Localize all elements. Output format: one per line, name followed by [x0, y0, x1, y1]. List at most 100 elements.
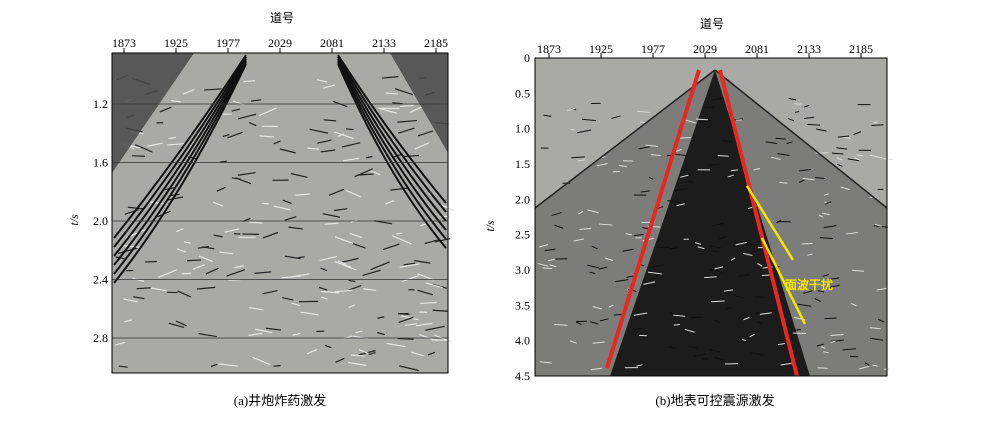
seismic-wavelet: [741, 338, 747, 342]
panel-a-x-tick-label: 1925: [164, 36, 188, 50]
seismic-wavelet: [605, 257, 614, 262]
panel-b-y-tick-label: 3.0: [515, 263, 530, 277]
panel-b-y-tick-label: 4.0: [515, 334, 530, 348]
seismic-wavelet: [685, 119, 696, 124]
seismic-wavelet: [615, 279, 629, 283]
seismic-wavelet: [168, 136, 177, 140]
seismic-wavelet: [853, 131, 862, 136]
panel-a-noise-left: [112, 53, 194, 173]
seismic-wavelet: [876, 287, 888, 291]
panel-a-svg: 道号 1873 1925 1977 2029 2081 2133 2185 1.2 1.6 2.…: [67, 11, 455, 374]
panel-a-first-break-right: [337, 63, 447, 249]
seismic-wavelet: [847, 158, 860, 162]
panel-b-x-title: 道号: [700, 17, 724, 31]
red-marker-line-right: [718, 69, 799, 377]
seismic-wavelet: [249, 221, 263, 224]
seismic-wavelet: [622, 248, 634, 252]
seismic-wavelet: [307, 147, 320, 150]
seismic-wavelet: [157, 269, 177, 279]
panel-a-first-break-left: [113, 59, 247, 266]
seismic-wavelet: [414, 260, 431, 264]
seismic-wavelet: [279, 148, 296, 154]
seismic-wavelet: [640, 190, 650, 193]
seismic-wavelet: [378, 107, 398, 114]
seismic-wavelet: [688, 345, 698, 349]
seismic-wavelet: [598, 266, 608, 270]
seismic-wavelet: [755, 312, 763, 315]
seismic-wavelet: [345, 128, 354, 131]
panel-b-y-tick-label: 1.0: [515, 122, 530, 136]
seismic-wavelet: [300, 311, 319, 316]
seismic-wavelet: [849, 355, 859, 358]
seismic-wavelet: [842, 348, 856, 351]
seismic-wavelet: [713, 356, 725, 361]
seismic-wavelet: [864, 362, 870, 366]
seismic-wavelet: [652, 264, 664, 268]
seismic-wavelet: [714, 319, 721, 324]
panel-a-x-tick-label: 2133: [372, 36, 396, 50]
seismic-wavelet: [417, 130, 434, 137]
seismic-wavelet: [318, 286, 328, 291]
surface-wave-annotation: 面波干扰: [785, 277, 833, 292]
panel-a-first-break-right: [337, 59, 447, 231]
seismic-wavelet: [830, 333, 844, 337]
seismic-wavelet: [612, 170, 620, 173]
seismic-wavelet: [414, 142, 430, 150]
seismic-wavelet: [571, 156, 585, 159]
seismic-wavelet: [345, 189, 361, 198]
seismic-wavelet: [802, 177, 815, 181]
seismic-wavelet: [417, 289, 434, 296]
seismic-wavelet: [587, 209, 599, 214]
panel-a-y-tick-label: 1.6: [93, 156, 108, 170]
seismic-wavelet: [284, 216, 297, 221]
seismic-wavelet: [749, 333, 755, 338]
seismic-wavelet: [168, 322, 185, 329]
panel-a-first-break-left: [113, 63, 247, 284]
seismic-wavelet: [537, 263, 549, 267]
seismic-wavelet: [611, 115, 621, 119]
seismic-wavelet: [823, 351, 829, 354]
seismic-wavelet: [205, 267, 219, 275]
seismic-wavelet: [198, 255, 213, 263]
seismic-wavelet: [730, 257, 736, 261]
seismic-wavelet: [231, 177, 241, 180]
panel-b-frame: [534, 57, 888, 377]
seismic-wavelet: [250, 99, 262, 102]
seismic-wavelet: [759, 312, 772, 315]
seismic-wavelet: [825, 201, 832, 205]
panel-a-seismic-section: [111, 52, 455, 374]
seismic-wavelet: [204, 88, 222, 91]
seismic-wavelet: [702, 119, 713, 123]
panel-b-x-tick-label: 2133: [797, 42, 821, 56]
seismic-wavelet: [723, 289, 733, 292]
seismic-wavelet: [637, 110, 650, 113]
seismic-wavelet: [817, 290, 825, 293]
seismic-wavelet: [411, 351, 424, 357]
seismic-wavelet: [730, 169, 739, 172]
seismic-wavelet: [417, 273, 435, 281]
seismic-wavelet: [317, 139, 332, 144]
seismic-wavelet: [710, 250, 720, 253]
panel-a-x-tick-label: 2029: [268, 36, 292, 50]
seismic-wavelet: [673, 314, 686, 317]
seismic-wavelet: [798, 179, 805, 183]
seismic-wavelet: [590, 367, 603, 371]
seismic-wavelet: [554, 224, 564, 229]
seismic-wavelet: [872, 364, 878, 367]
panel-b-svg: 道号 1873 1925 1977 2029 2081 2133 2185 0 0.5 1.0 1…: [483, 17, 893, 380]
seismic-wavelet: [850, 302, 857, 307]
seismic-wavelet: [538, 244, 549, 248]
seismic-wavelet: [634, 233, 644, 237]
seismic-wavelet: [735, 295, 745, 299]
seismic-wavelet: [396, 232, 403, 235]
seismic-wavelet: [727, 174, 734, 178]
panel-b-y-tick-label: 0: [524, 51, 530, 65]
seismic-wavelet: [824, 317, 837, 320]
seismic-wavelet: [123, 298, 138, 303]
seismic-wavelet: [400, 313, 410, 315]
seismic-wavelet: [391, 235, 412, 245]
seismic-wavelet: [202, 246, 215, 250]
panel-a-first-break-group: [113, 54, 447, 284]
seismic-wavelet: [573, 238, 585, 242]
seismic-wavelet: [248, 306, 264, 311]
